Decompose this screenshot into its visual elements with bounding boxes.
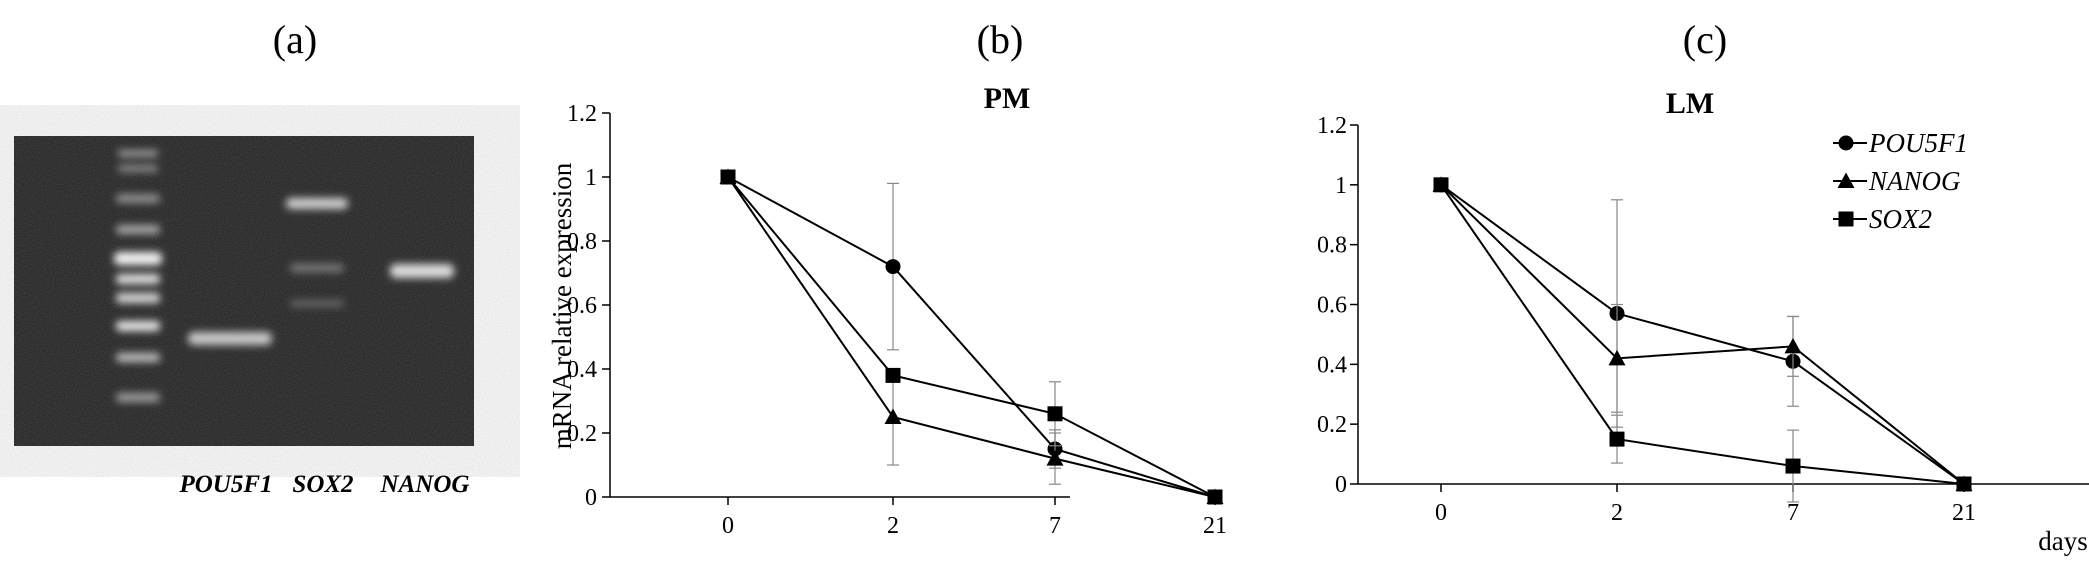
legend-marker-nanog <box>1837 172 1855 188</box>
gel-label-sox2: SOX2 <box>292 471 353 498</box>
y-tick-label: 1.2 <box>1317 113 1347 139</box>
data-point-sox2 <box>1207 489 1223 505</box>
chart-lm: 0 0.2 0.4 0.6 0.8 1 1.2 0 2 7 21 LM <box>1317 87 2089 526</box>
panel-label-c: (c) <box>1683 17 1727 62</box>
data-point-sox2 <box>1785 458 1801 474</box>
chart-title: PM <box>984 82 1031 115</box>
legend: POU5F1 NANOG SOX2 <box>1833 128 1968 234</box>
x-tick-label: 2 <box>1611 500 1623 526</box>
y-tick-label: 1 <box>1335 173 1347 199</box>
y-tick-label: 0 <box>585 485 597 511</box>
y-tick-label: 1.2 <box>567 101 597 127</box>
legend-label-pou5f1: POU5F1 <box>1868 128 1968 158</box>
x-unit-label: days <box>2038 526 2088 556</box>
panel-label-a: (a) <box>273 17 317 62</box>
data-point-sox2 <box>1047 406 1063 422</box>
series-line-sox2 <box>727 176 1216 498</box>
series-line-pou5f1 <box>1440 184 1965 485</box>
legend-label-sox2: SOX2 <box>1869 204 1932 234</box>
gel-bands <box>188 198 454 345</box>
y-tick-label: 0.8 <box>1317 233 1347 259</box>
data-point-pou5f1 <box>885 259 901 275</box>
y-tick-label: 0.4 <box>567 357 597 383</box>
gel-label-nanog: NANOG <box>380 471 470 498</box>
x-tick-label: 0 <box>722 513 734 539</box>
series-line-nanog <box>1440 184 1965 485</box>
y-tick-label: 0.2 <box>1317 412 1347 438</box>
ylabel-pm: mRNA relative expression <box>547 162 577 449</box>
chart-pm: 0 0.2 0.4 0.6 0.8 1 1.2 0 2 7 21 PM <box>567 82 1227 539</box>
gel-label-pou5f1: POU5F1 <box>178 471 272 498</box>
y-tick-label: 0.8 <box>567 229 597 255</box>
x-tick-label: 2 <box>887 513 899 539</box>
y-tick-label: 1 <box>585 165 597 191</box>
panel-label-b: (b) <box>977 17 1024 62</box>
x-tick-label: 21 <box>1952 500 1976 526</box>
series-line-sox2 <box>1440 184 1965 485</box>
y-tick-label: 0 <box>1335 472 1347 498</box>
data-point-sox2 <box>720 169 736 185</box>
data-point-sox2 <box>1609 431 1625 447</box>
data-point-nanog <box>1608 349 1626 366</box>
data-point-nanog <box>1046 450 1064 466</box>
gel-image <box>14 136 474 446</box>
x-tick-label: 0 <box>1435 500 1447 526</box>
gel-ladder <box>114 150 162 402</box>
legend-marker-sox2 <box>1838 211 1854 227</box>
series-line-pou5f1 <box>727 176 1216 498</box>
x-tick-label: 21 <box>1203 513 1227 539</box>
legend-label-nanog: NANOG <box>1868 166 1961 196</box>
x-tick-label: 7 <box>1049 513 1061 539</box>
data-point-sox2 <box>1433 177 1449 193</box>
chart-title: LM <box>1666 87 1714 120</box>
data-point-sox2 <box>1956 476 1972 492</box>
y-tick-label: 0.6 <box>1317 293 1347 319</box>
y-tick-label: 0.2 <box>567 421 597 447</box>
data-point-nanog <box>1784 337 1802 354</box>
data-point-sox2 <box>885 367 901 383</box>
data-point-nanog <box>884 408 902 424</box>
y-tick-label: 0.4 <box>1317 352 1347 378</box>
y-tick-label: 0.6 <box>567 293 597 319</box>
x-tick-label: 7 <box>1787 500 1799 526</box>
legend-marker-pou5f1 <box>1838 135 1854 151</box>
series-line-nanog <box>727 176 1216 498</box>
